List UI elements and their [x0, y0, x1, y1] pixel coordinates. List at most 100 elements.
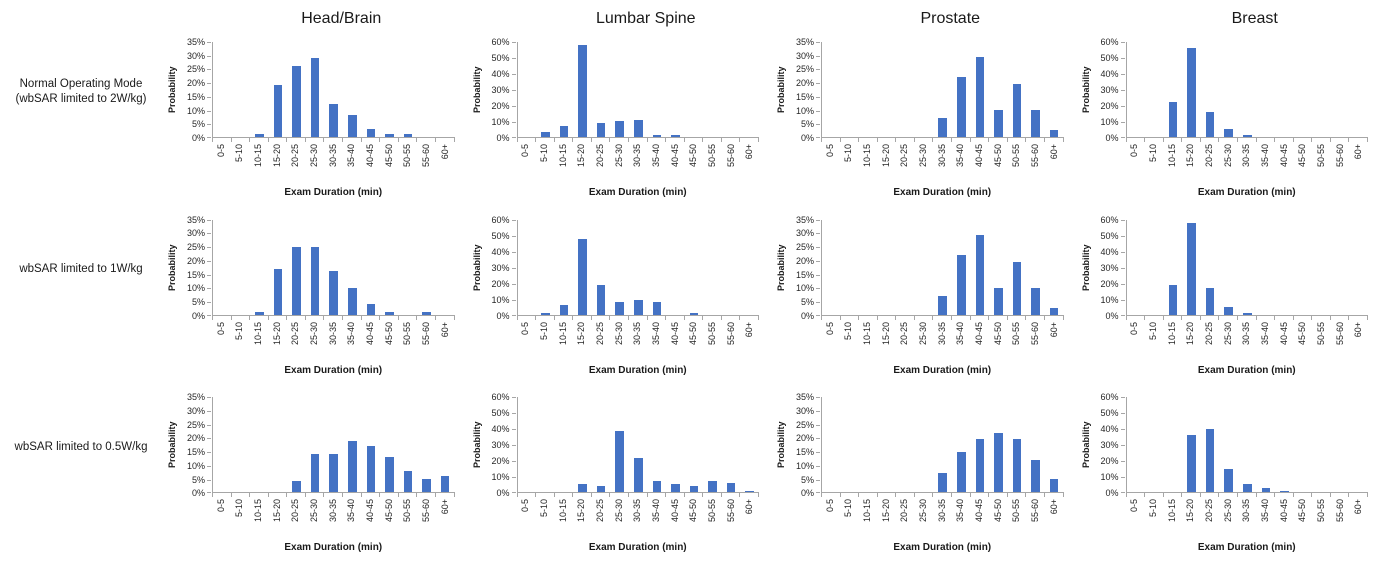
x-tick-label: 25-30 — [1222, 321, 1233, 345]
x-tick-mark — [1026, 493, 1045, 498]
x-tick-label: 20-25 — [1203, 144, 1214, 168]
x-label-cell: 40-45 — [970, 322, 989, 364]
bar-60+ — [1049, 478, 1059, 493]
x-label-cell: 20-25 — [591, 322, 610, 364]
x-tick-label: 5-10 — [538, 321, 549, 340]
y-tick-label: 5% — [191, 296, 205, 307]
x-label-cell: 5-10 — [535, 144, 554, 186]
x-label-cell: 60+ — [436, 322, 455, 364]
y-tick-label: 25% — [186, 242, 205, 253]
y-tick-label: 25% — [795, 242, 814, 253]
x-axis-ticks — [821, 315, 1064, 320]
x-label-cell: 0-5 — [821, 144, 840, 186]
bar-slot — [362, 220, 381, 315]
x-tick-label: 55-60 — [725, 499, 736, 523]
bar-slot — [1275, 42, 1294, 137]
x-label-cell: 40-45 — [666, 499, 685, 541]
x-axis-ticks — [821, 493, 1064, 498]
x-label-cell: 10-15 — [1163, 499, 1182, 541]
bar-slot — [685, 220, 704, 315]
bar-50-55 — [708, 481, 717, 493]
bar-slot — [306, 42, 325, 137]
x-label-cell: 35-40 — [343, 144, 362, 186]
bar-slot — [1164, 42, 1183, 137]
histogram: Probability 0% 10% 20% 30% 40% 50% 60% 0-5 5-10 10… — [472, 37, 760, 198]
x-tick-label: 0-5 — [520, 499, 531, 513]
x-tick-mark — [1008, 315, 1027, 320]
chart-head-brain-05wkg: Probability 0% 5% 10% 15% 20% 25% 30% 35% 0-5 5-10… — [166, 389, 471, 567]
bar-50-55 — [403, 134, 413, 137]
bar-slot — [287, 42, 306, 137]
y-axis-title: Probability — [1080, 66, 1091, 114]
x-label-cell: 45-50 — [684, 322, 703, 364]
x-tick-mark — [250, 493, 269, 498]
y-tick-label: 10% — [795, 283, 814, 294]
bar-slot — [1331, 220, 1350, 315]
x-tick-mark — [1182, 138, 1201, 142]
x-axis-title: Exam Duration (min) — [588, 187, 687, 198]
x-tick-label: 15-20 — [576, 499, 587, 523]
x-tick-label: 5-10 — [1147, 144, 1158, 163]
chart-head-brain-2wkg: Probability 0% 5% 10% 15% 20% 25% 30% 35% 0-5 5-10… — [166, 34, 471, 212]
x-tick-mark — [822, 138, 841, 142]
x-label-cell: 0-5 — [821, 322, 840, 364]
bar-slot — [703, 397, 722, 493]
bar-slot — [592, 397, 611, 493]
chart-lumbar-spine-2wkg: Probability 0% 10% 20% 30% 40% 50% 60% 0-5 5-10 10… — [471, 34, 776, 212]
x-tick-label: 15-20 — [576, 144, 587, 168]
bar-50-55 — [403, 470, 413, 493]
y-axis-ticks: 0% 5% 10% 15% 20% 25% 30% 35% — [789, 215, 821, 321]
x-tick-mark — [399, 138, 418, 142]
bar-30-35 — [938, 473, 948, 493]
x-label-cell: 0-5 — [1126, 499, 1145, 541]
x-tick-label: 10-15 — [253, 499, 264, 523]
x-tick-label: 35-40 — [1259, 499, 1270, 523]
y-tick-label: 30% — [491, 262, 510, 273]
x-tick-label: 50-55 — [1011, 144, 1022, 168]
bar-slot — [1257, 397, 1276, 493]
x-label-cell: 55-60 — [417, 322, 436, 364]
x-tick-label: 35-40 — [346, 499, 357, 523]
x-tick-mark — [1238, 138, 1257, 142]
bar-slot — [436, 42, 455, 137]
y-tick-mark — [207, 260, 211, 262]
x-tick-mark — [915, 138, 934, 142]
x-label-cell: 40-45 — [970, 144, 989, 186]
y-tick-label: 0% — [496, 488, 510, 499]
x-tick-label: 45-50 — [1297, 499, 1308, 523]
bar-slot — [417, 220, 436, 315]
x-label-cell: 45-50 — [684, 144, 703, 186]
x-tick-label: 15-20 — [271, 499, 282, 523]
x-tick-label: 50-55 — [706, 144, 717, 168]
chart-main: 0-5 5-10 10-15 15-20 20-25 25-30 30-35 35-40 40-… — [1125, 42, 1369, 198]
y-tick-label: 15% — [795, 269, 814, 280]
y-axis-title: Probability — [471, 422, 482, 469]
bar-slot — [362, 42, 381, 137]
x-tick-label: 25-30 — [918, 499, 929, 523]
x-axis-labels: 0-5 5-10 10-15 15-20 20-25 25-30 30-35 35-40 40-… — [517, 322, 760, 364]
y-tick-mark — [816, 314, 820, 316]
x-tick-mark — [518, 493, 537, 498]
y-tick-label: 30% — [186, 406, 205, 417]
x-label-cell: 15-20 — [572, 499, 591, 541]
bar-30-35 — [329, 104, 339, 137]
bar-55-60 — [1031, 459, 1040, 493]
x-axis-labels: 0-5 5-10 10-15 15-20 20-25 25-30 30-35 35-40 40-… — [517, 144, 760, 186]
x-tick-label: 0-5 — [215, 144, 226, 158]
x-tick-mark — [362, 493, 381, 498]
y-tick-mark — [816, 110, 820, 112]
bar-slot — [1026, 42, 1045, 137]
x-tick-mark — [417, 493, 436, 498]
x-tick-label: 40-45 — [365, 321, 376, 345]
bar-slot — [1045, 42, 1064, 137]
x-label-cell: 5-10 — [1144, 144, 1163, 186]
x-tick-mark — [740, 493, 760, 498]
y-tick-label: 20% — [186, 433, 205, 444]
x-axis-title: Exam Duration (min) — [1197, 542, 1296, 554]
x-axis-labels: 0-5 5-10 10-15 15-20 20-25 25-30 30-35 35-40 40-… — [1126, 144, 1369, 186]
bar-slot — [555, 42, 574, 137]
x-tick-mark — [1275, 138, 1294, 142]
bar-slot — [740, 220, 759, 315]
x-tick-mark — [878, 138, 897, 142]
x-label-cell: 60+ — [1349, 144, 1368, 186]
